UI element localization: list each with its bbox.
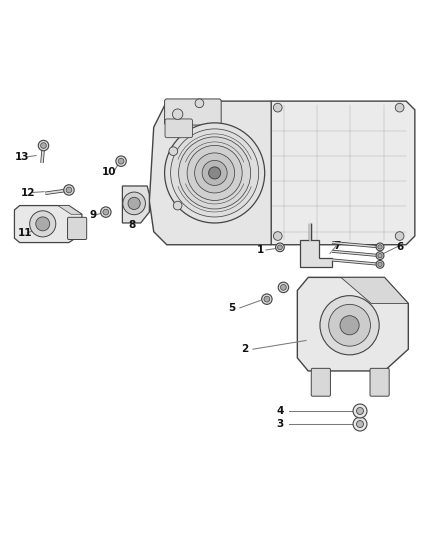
Polygon shape (300, 240, 332, 266)
Circle shape (208, 167, 221, 179)
Circle shape (103, 209, 109, 215)
Circle shape (281, 285, 286, 290)
Polygon shape (262, 101, 415, 245)
Circle shape (357, 421, 364, 427)
Circle shape (340, 316, 359, 335)
Circle shape (273, 232, 282, 240)
Text: 3: 3 (276, 419, 283, 429)
Polygon shape (14, 206, 82, 243)
Text: 2: 2 (241, 344, 249, 354)
Circle shape (276, 243, 284, 252)
Circle shape (376, 261, 384, 268)
Circle shape (395, 103, 404, 112)
Circle shape (378, 254, 382, 258)
Circle shape (66, 187, 72, 193)
Text: 5: 5 (229, 303, 236, 313)
Text: 13: 13 (15, 152, 29, 162)
Circle shape (353, 417, 367, 431)
Text: 12: 12 (21, 188, 35, 198)
Circle shape (171, 129, 259, 217)
Polygon shape (122, 186, 149, 223)
Circle shape (202, 160, 227, 185)
Text: 8: 8 (128, 220, 136, 230)
Circle shape (173, 109, 183, 119)
Circle shape (278, 282, 289, 293)
Polygon shape (20, 206, 82, 214)
Circle shape (64, 185, 74, 195)
Circle shape (278, 245, 283, 250)
Circle shape (118, 158, 124, 164)
Circle shape (353, 404, 367, 418)
Circle shape (165, 123, 265, 223)
FancyBboxPatch shape (311, 368, 330, 396)
Text: 1: 1 (257, 245, 264, 255)
Circle shape (328, 304, 371, 346)
Text: 11: 11 (18, 228, 32, 238)
Circle shape (179, 137, 251, 209)
Polygon shape (149, 101, 271, 245)
Polygon shape (297, 277, 408, 371)
Circle shape (194, 153, 235, 193)
Circle shape (320, 296, 379, 355)
Circle shape (116, 156, 126, 166)
Circle shape (395, 232, 404, 240)
Text: 10: 10 (102, 167, 117, 176)
Circle shape (36, 217, 49, 231)
Circle shape (169, 147, 178, 156)
Text: 4: 4 (276, 406, 284, 416)
Text: 9: 9 (89, 210, 96, 220)
Polygon shape (308, 277, 408, 303)
FancyBboxPatch shape (165, 99, 221, 125)
Circle shape (128, 197, 140, 209)
Circle shape (376, 243, 384, 251)
Circle shape (376, 252, 384, 260)
Circle shape (187, 146, 242, 200)
Circle shape (264, 296, 270, 302)
Circle shape (378, 262, 382, 266)
Circle shape (261, 294, 272, 304)
Circle shape (173, 201, 182, 210)
Circle shape (30, 211, 56, 237)
Circle shape (357, 408, 364, 415)
Text: 6: 6 (396, 242, 403, 252)
FancyBboxPatch shape (165, 119, 192, 138)
Circle shape (41, 143, 46, 148)
Text: 7: 7 (333, 240, 340, 251)
Circle shape (101, 207, 111, 217)
FancyBboxPatch shape (370, 368, 389, 396)
Circle shape (273, 103, 282, 112)
Circle shape (38, 140, 49, 151)
Circle shape (123, 192, 145, 215)
FancyBboxPatch shape (67, 217, 87, 239)
Circle shape (378, 245, 382, 249)
Circle shape (195, 99, 204, 108)
